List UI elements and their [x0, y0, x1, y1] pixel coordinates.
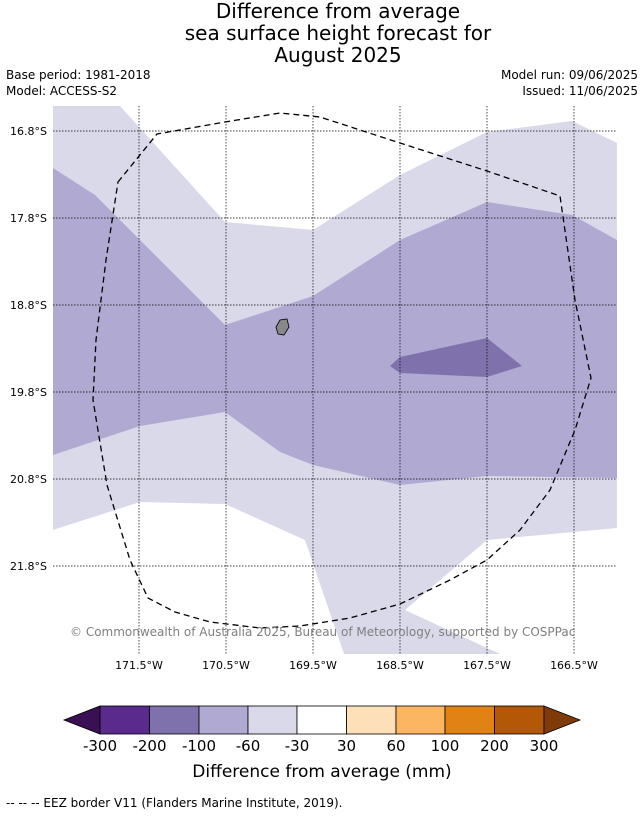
issued-date: Issued: 11/06/2025: [522, 84, 638, 98]
colorbar-tick: -30: [285, 737, 310, 755]
colorbar-swatch: [99, 705, 150, 735]
colorbar-swatch: [346, 705, 397, 735]
title-line-3: August 2025: [274, 43, 402, 67]
colorbar-tick: 30: [337, 737, 356, 755]
colorbar: [62, 705, 582, 735]
meta-left: Base period: 1981-2018 Model: ACCESS-S2: [6, 67, 151, 99]
island-shape: [275, 318, 290, 336]
lon-label: 166.5°W: [550, 659, 598, 672]
lat-label: 18.8°S: [10, 299, 47, 312]
colorbar-tick: -100: [182, 737, 216, 755]
colorbar-swatch: [247, 705, 298, 735]
base-period: Base period: 1981-2018: [6, 68, 151, 82]
colorbar-tick: 300: [530, 737, 559, 755]
colorbar-label: Difference from average (mm): [192, 762, 452, 782]
lon-label: 169.5°W: [289, 659, 337, 672]
anomaly-contour-medium: [53, 168, 617, 485]
copyright-notice: © Commonwealth of Australia 2025, Bureau…: [70, 625, 576, 639]
colorbar-tick: -300: [83, 737, 117, 755]
model-name: Model: ACCESS-S2: [6, 84, 118, 98]
map-panel: [53, 106, 617, 654]
colorbar-tick: -60: [236, 737, 261, 755]
colorbar-swatch: [494, 705, 545, 735]
lon-label: 171.5°W: [115, 659, 163, 672]
lat-label: 16.8°S: [10, 125, 47, 138]
colorbar-extend-low: [62, 705, 101, 735]
colorbar-swatch: [296, 705, 347, 735]
colorbar-swatch: [149, 705, 200, 735]
title-line-1: Difference from average: [215, 0, 461, 23]
anomaly-contour-dark: [390, 338, 522, 377]
colorbar-tick: 200: [480, 737, 509, 755]
lon-label: 167.5°W: [463, 659, 511, 672]
colorbar-tick: 100: [431, 737, 460, 755]
map-gridlines: [53, 106, 617, 654]
lat-label: 21.8°S: [10, 560, 47, 573]
colorbar-tick: 60: [386, 737, 405, 755]
eez-legend-note: -- -- -- EEZ border V11 (Flanders Marine…: [6, 796, 343, 810]
lat-label: 19.8°S: [10, 386, 47, 399]
colorbar-tick: -200: [132, 737, 166, 755]
colorbar-swatch: [395, 705, 446, 735]
colorbar-extend-high: [543, 705, 582, 735]
lat-label: 20.8°S: [10, 473, 47, 486]
lon-label: 168.5°W: [376, 659, 424, 672]
chart-title: Difference from average sea surface heig…: [0, 0, 644, 66]
model-run: Model run: 09/06/2025: [500, 68, 638, 82]
title-line-2: sea surface height forecast for: [184, 21, 492, 45]
colorbar-swatch: [444, 705, 495, 735]
colorbar-swatch: [198, 705, 249, 735]
lat-label: 17.8°S: [10, 212, 47, 225]
lon-label: 170.5°W: [202, 659, 250, 672]
meta-right: Model run: 09/06/2025 Issued: 11/06/2025: [501, 67, 638, 99]
